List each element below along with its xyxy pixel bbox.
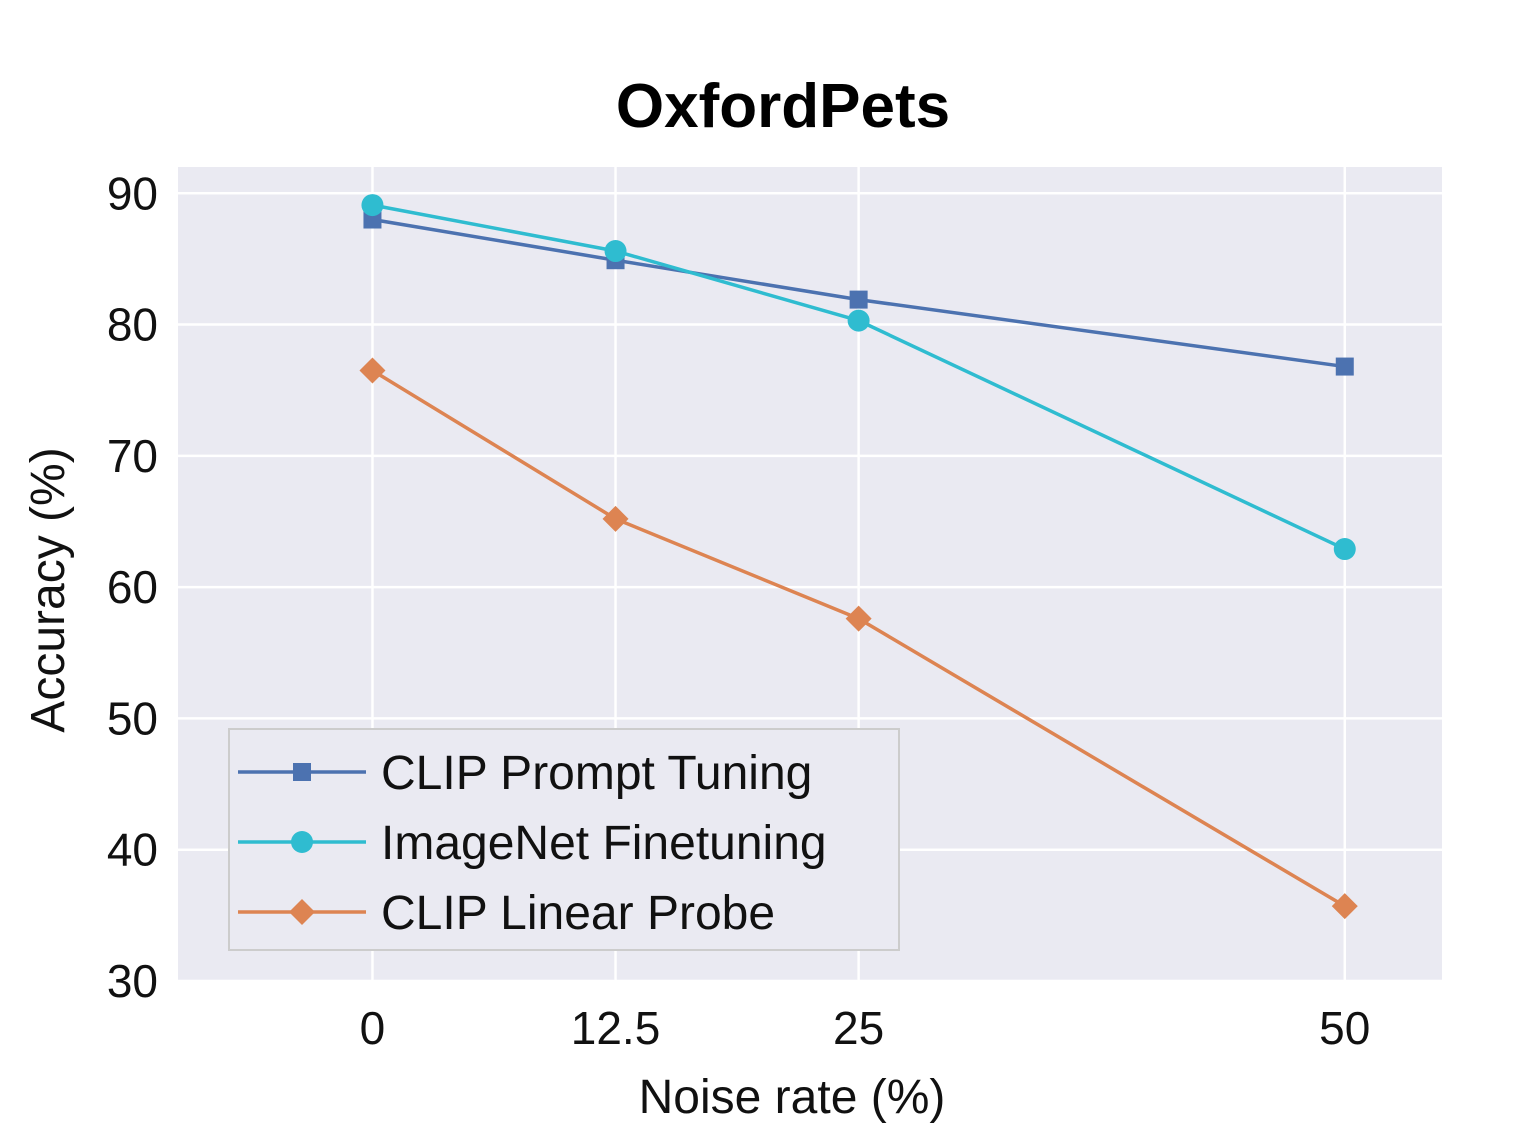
legend-label: CLIP Linear Probe: [381, 887, 775, 940]
data-point-circle: [1333, 538, 1356, 561]
y-tick-label: 60: [107, 561, 158, 613]
series-clip-linear-probe: [359, 357, 1358, 920]
data-point-circle: [847, 309, 870, 332]
chart-title: OxfordPets: [616, 72, 950, 141]
y-tick-label: 80: [107, 299, 158, 351]
data-point-circle: [604, 240, 627, 263]
data-point-diamond: [845, 605, 872, 632]
x-tick-label: 12.5: [571, 1002, 661, 1054]
data-point-diamond: [359, 357, 386, 384]
series-line: [372, 217, 1346, 369]
y-tick-label: 50: [107, 692, 158, 744]
legend-label: ImageNet Finetuning: [381, 817, 827, 870]
series-imagenet-finetuning: [361, 194, 1356, 561]
series-line: [372, 203, 1346, 551]
data-point-diamond: [289, 899, 315, 925]
x-tick-label: 50: [1319, 1002, 1370, 1054]
x-tick-label: 0: [360, 1002, 386, 1054]
series-layer: [359, 194, 1358, 920]
y-tick-label: 40: [107, 824, 158, 876]
data-point-square: [849, 290, 868, 309]
series-line: [371, 369, 1346, 908]
data-point-square: [293, 763, 311, 781]
legend: CLIP Prompt Tuning ImageNet Finetuning CLI…: [228, 728, 900, 951]
data-point-diamond: [602, 505, 629, 532]
y-tick-label: 30: [107, 955, 158, 1007]
x-axis-label: Noise rate (%): [639, 1071, 946, 1124]
y-tick-label: 70: [107, 430, 158, 482]
legend-label: CLIP Prompt Tuning: [381, 747, 812, 800]
data-point-circle: [361, 194, 384, 217]
y-axis-label: Accuracy (%): [22, 447, 75, 732]
data-point-circle: [291, 831, 313, 853]
tick-labels: 30 40 50 60 70 80 90 0 12.5 25 50: [107, 167, 1371, 1054]
x-tick-label: 25: [833, 1002, 884, 1054]
data-point-diamond: [1331, 893, 1358, 920]
y-tick-label: 90: [107, 167, 158, 219]
data-point-square: [1335, 357, 1354, 376]
